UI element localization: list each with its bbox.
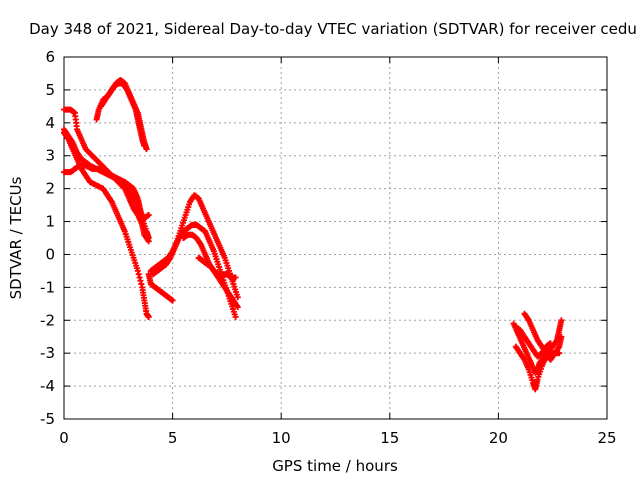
- axis-ticks: 0 5 10 15 20 25 -5 -4 -3 -2 -1 0 1 2 3 4 5 6: [40, 48, 617, 447]
- y-tick-label: -5: [40, 410, 55, 428]
- data-point: [169, 297, 176, 304]
- y-tick-label: 0: [45, 245, 55, 263]
- y-tick-label: 6: [45, 48, 55, 66]
- data-point: [232, 313, 239, 320]
- y-tick-label: 1: [45, 213, 55, 231]
- x-axis-label: GPS time / hours: [272, 457, 398, 475]
- data-point: [558, 317, 565, 324]
- y-tick-label: 4: [45, 114, 55, 132]
- plot-frame: [63, 56, 608, 420]
- y-tick-label: 3: [45, 147, 55, 165]
- y-axis-label: SDTVAR / TECUs: [7, 176, 25, 299]
- y-tick-label: -3: [40, 344, 55, 362]
- data-point: [234, 304, 241, 311]
- y-tick-label: -4: [40, 377, 55, 395]
- y-tick-label: -2: [40, 311, 55, 329]
- x-tick-label: 5: [168, 429, 178, 447]
- data-point: [234, 294, 241, 301]
- data-point: [145, 211, 152, 218]
- x-tick-label: 0: [59, 429, 69, 447]
- data-point: [145, 235, 152, 241]
- data-point: [558, 333, 565, 340]
- data-points: [61, 77, 565, 393]
- x-tick-label: 20: [489, 429, 508, 447]
- data-point: [143, 146, 150, 153]
- y-tick-label: -1: [40, 278, 55, 296]
- y-tick-label: 5: [45, 81, 55, 99]
- x-tick-label: 15: [380, 429, 399, 447]
- chart-title: Day 348 of 2021, Sidereal Day-to-day VTE…: [29, 20, 637, 38]
- data-point: [145, 313, 152, 320]
- x-tick-label: 10: [272, 429, 291, 447]
- y-tick-label: 2: [45, 180, 55, 198]
- x-tick-label: 25: [597, 429, 616, 447]
- data-point: [547, 340, 554, 347]
- data-point: [141, 142, 148, 149]
- data-point: [232, 274, 239, 281]
